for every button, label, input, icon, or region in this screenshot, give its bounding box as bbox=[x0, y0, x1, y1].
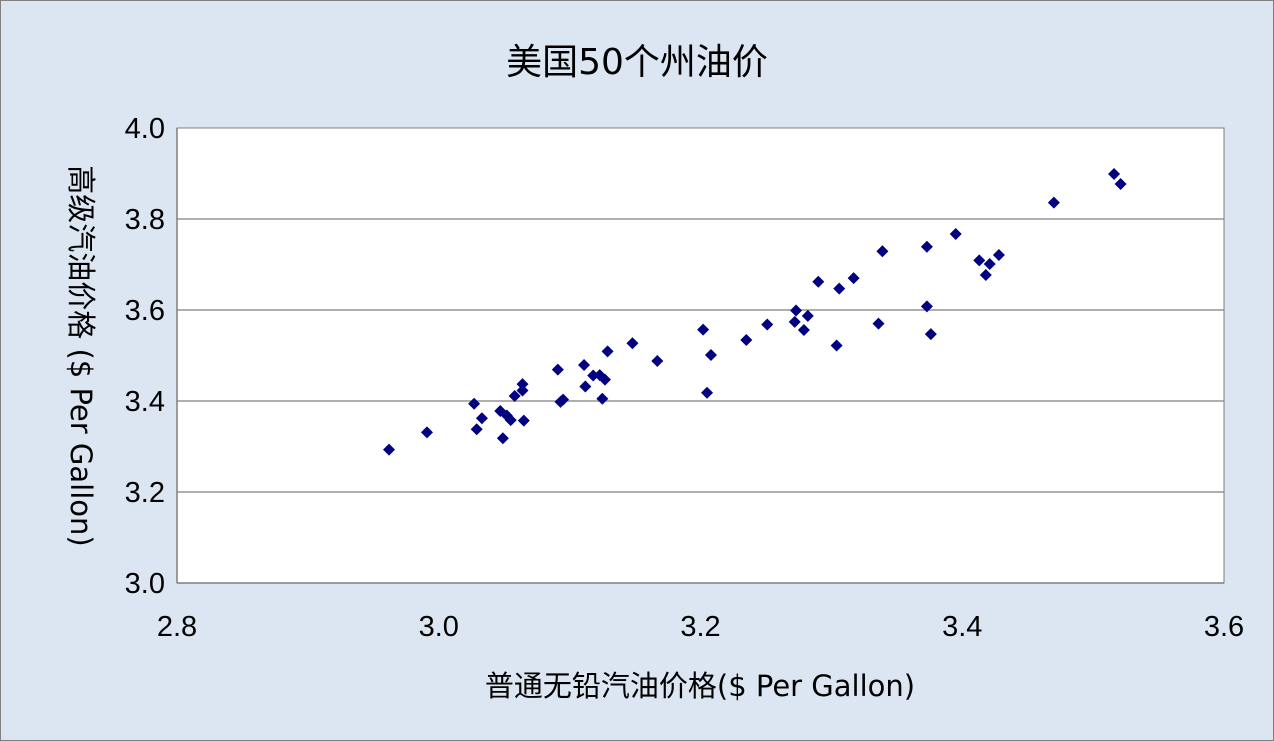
data-point bbox=[420, 426, 433, 439]
data-point bbox=[596, 392, 609, 405]
data-point bbox=[508, 389, 521, 402]
chart-title: 美国50个州油价 bbox=[506, 42, 768, 83]
data-point bbox=[557, 393, 570, 406]
data-point bbox=[516, 378, 529, 391]
y-tick-label: 3.8 bbox=[125, 204, 165, 236]
data-point bbox=[496, 432, 509, 445]
data-point bbox=[788, 315, 801, 328]
data-point bbox=[697, 323, 710, 336]
data-point bbox=[475, 412, 488, 425]
data-point bbox=[973, 254, 986, 267]
data-point bbox=[516, 384, 529, 397]
y-tick-label: 4.0 bbox=[125, 113, 165, 145]
data-point bbox=[470, 423, 483, 436]
data-point bbox=[740, 334, 753, 347]
data-point bbox=[924, 328, 937, 341]
data-point bbox=[578, 359, 591, 372]
y-tick-label: 3.6 bbox=[125, 295, 165, 327]
data-point bbox=[579, 380, 592, 393]
data-point bbox=[1108, 167, 1121, 180]
data-point bbox=[833, 282, 846, 295]
data-point bbox=[468, 397, 481, 410]
gridlines bbox=[177, 218, 1224, 493]
y-axis-title: 高级汽油价格 ($ Per Gallon) bbox=[64, 165, 98, 546]
data-point bbox=[704, 349, 717, 362]
data-point bbox=[551, 363, 564, 376]
y-tick-label: 3.2 bbox=[125, 477, 165, 509]
data-point bbox=[812, 275, 825, 288]
y-tick-label: 3.4 bbox=[125, 386, 165, 418]
data-point bbox=[920, 240, 933, 253]
data-point bbox=[383, 443, 396, 456]
y-tick-label: 3.0 bbox=[125, 568, 165, 600]
data-point bbox=[983, 258, 996, 271]
data-point bbox=[801, 309, 814, 322]
data-point bbox=[701, 386, 714, 399]
data-point bbox=[598, 373, 611, 386]
y-tick-labels: 3.0 3.2 3.4 3.6 3.8 4.0 bbox=[125, 113, 165, 600]
data-point bbox=[1047, 196, 1060, 209]
x-tick-labels: 2.8 3.0 3.2 3.4 3.6 bbox=[157, 611, 1244, 643]
x-axis-title: 普通无铅汽油价格($ Per Gallon) bbox=[485, 669, 915, 703]
data-point bbox=[992, 248, 1005, 261]
data-point bbox=[587, 369, 600, 382]
x-tick-label: 2.8 bbox=[157, 611, 197, 643]
data-point bbox=[949, 228, 962, 241]
data-point bbox=[872, 317, 885, 330]
data-point bbox=[790, 304, 803, 317]
data-point bbox=[504, 414, 517, 427]
data-point bbox=[1114, 177, 1127, 190]
x-tick-label: 3.4 bbox=[942, 611, 982, 643]
data-points bbox=[383, 167, 1127, 456]
data-point bbox=[979, 268, 992, 281]
data-point bbox=[651, 354, 664, 367]
data-point bbox=[601, 345, 614, 358]
data-point bbox=[517, 414, 530, 427]
data-point bbox=[830, 339, 843, 352]
data-point bbox=[797, 324, 810, 337]
data-point bbox=[847, 272, 860, 285]
plot-area bbox=[176, 127, 1225, 584]
data-point bbox=[626, 337, 639, 350]
x-tick-label: 3.6 bbox=[1204, 611, 1244, 643]
data-point bbox=[761, 318, 774, 331]
data-point bbox=[876, 245, 889, 258]
x-tick-label: 3.0 bbox=[419, 611, 459, 643]
data-point bbox=[920, 300, 933, 313]
x-tick-label: 3.2 bbox=[680, 611, 720, 643]
axes bbox=[176, 128, 1224, 584]
